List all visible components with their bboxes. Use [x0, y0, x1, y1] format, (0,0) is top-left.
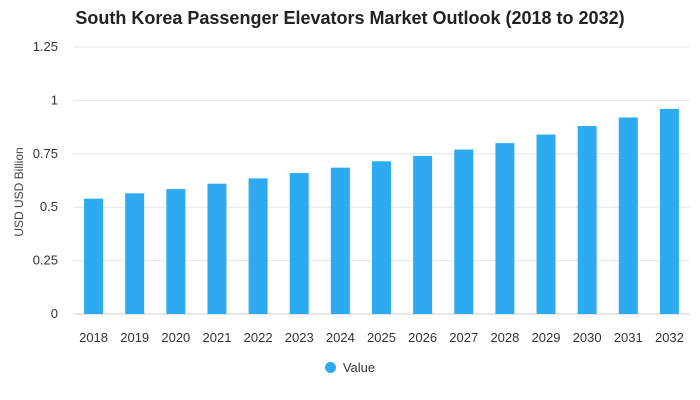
bar-2019[interactable]	[125, 193, 145, 314]
bar-2024[interactable]	[330, 167, 350, 314]
bar-2025[interactable]	[372, 161, 391, 314]
bar-2032[interactable]	[659, 108, 679, 314]
x-tick-label: 2018	[79, 330, 108, 345]
bar-2018[interactable]	[84, 198, 104, 314]
bar-2021[interactable]	[207, 183, 227, 314]
x-tick-label: 2019	[120, 330, 149, 345]
y-tick-label: 0.75	[33, 146, 58, 161]
x-tick-label: 2031	[614, 330, 643, 345]
x-tick-label: 2020	[161, 330, 190, 345]
y-tick-label: 0.25	[33, 253, 58, 268]
bar-2027[interactable]	[454, 149, 474, 314]
bar-2028[interactable]	[495, 143, 515, 314]
bar-2020[interactable]	[166, 189, 186, 314]
legend-swatch-value	[324, 362, 336, 373]
y-tick-label: 0.5	[40, 199, 58, 214]
x-tick-label: 2024	[326, 330, 355, 345]
chart-title: South Korea Passenger Elevators Market O…	[75, 8, 625, 28]
x-tick-label: 2029	[532, 330, 561, 345]
bar-2030[interactable]	[577, 126, 597, 314]
x-tick-label: 2030	[573, 330, 602, 345]
y-tick-label: 1.25	[33, 39, 58, 54]
legend[interactable]: Value	[0, 360, 700, 375]
x-tick-label: 2026	[408, 330, 437, 345]
bar-2031[interactable]	[618, 117, 638, 314]
x-tick-label: 2022	[244, 330, 273, 345]
bar-2029[interactable]	[536, 134, 556, 314]
x-tick-label: 2032	[655, 330, 684, 345]
x-axis-ticks: 2018 2019 2020 2021 2022 2023 2024 2025 2026 2027…	[79, 330, 684, 345]
x-tick-label: 2027	[449, 330, 478, 345]
bar-2022[interactable]	[248, 178, 268, 314]
y-axis-ticks: 0 0.25 0.5 0.75 1 1.25	[33, 39, 58, 321]
bar-2023[interactable]	[289, 173, 309, 314]
x-tick-label: 2023	[285, 330, 314, 345]
bar-2026[interactable]	[413, 155, 433, 314]
x-tick-label: 2025	[367, 330, 396, 345]
x-tick-label: 2028	[490, 330, 519, 345]
bars	[84, 108, 679, 314]
y-tick-label: 0	[51, 306, 58, 321]
x-tick-label: 2021	[203, 330, 232, 345]
y-axis-label: USD USD Billion	[12, 147, 26, 236]
legend-label-value: Value	[342, 360, 376, 375]
y-tick-label: 1	[51, 92, 58, 107]
